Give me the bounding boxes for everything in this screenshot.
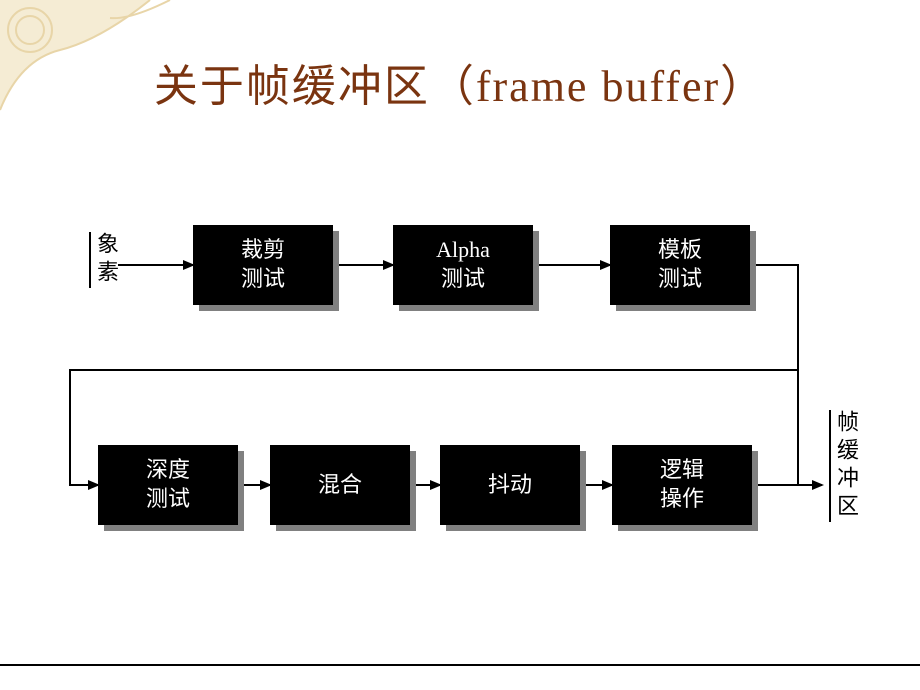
node-stencil: 模板 测试 xyxy=(610,225,750,305)
node-dither: 抖动 xyxy=(440,445,580,525)
footer-divider xyxy=(0,664,920,690)
pipeline-diagram: 象素 帧缓冲区 裁剪 测试Alpha 测试模板 测试深度 测试混合抖动逻辑 操作 xyxy=(0,0,920,690)
arrows-layer xyxy=(0,0,920,690)
node-logic: 逻辑 操作 xyxy=(612,445,752,525)
node-alpha: Alpha 测试 xyxy=(393,225,533,305)
node-scissor: 裁剪 测试 xyxy=(193,225,333,305)
node-blend: 混合 xyxy=(270,445,410,525)
node-depth: 深度 测试 xyxy=(98,445,238,525)
